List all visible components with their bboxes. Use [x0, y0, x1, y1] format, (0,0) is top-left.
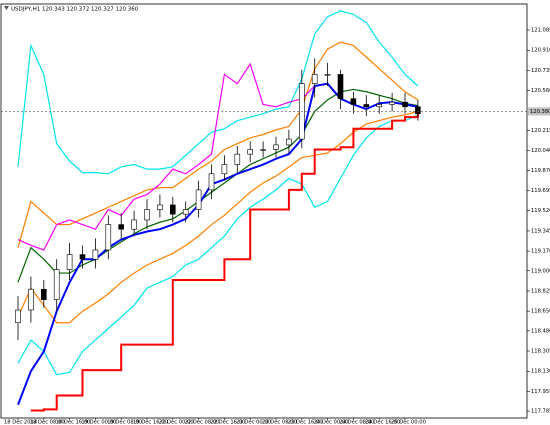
indicator-line [17, 88, 419, 283]
candle-body [79, 254, 86, 260]
candle-body [170, 204, 176, 215]
y-tick-label: 119.870 [531, 168, 550, 174]
y-tick-label: 119.000 [531, 268, 550, 274]
x-tick-label: 23 Dec 08:00 [262, 420, 297, 425]
indicator-line [30, 113, 419, 412]
candle-body [208, 173, 215, 191]
candle-body [182, 209, 189, 215]
candle-body [311, 74, 318, 84]
candle-body [247, 149, 253, 155]
x-tick-label: 22 Dec 08:00 [185, 420, 220, 425]
candle-body [234, 153, 241, 165]
x-tick-label: 24 Dec 16:00 [365, 420, 400, 425]
plot-frame [0, 3, 528, 419]
candle-body [40, 288, 47, 300]
x-tick-label: 18 Dec 08:00 [30, 420, 65, 425]
x-tick-label: 19 Dec 00:00 [81, 420, 116, 425]
y-tick-label: 119.520 [531, 208, 550, 214]
y-tick-label: 118.305 [531, 349, 550, 355]
x-tick-label: 24 Dec 00:00 [314, 420, 349, 425]
candle-body [105, 224, 112, 251]
indicator-line [17, 62, 316, 251]
x-tick-label: 18 Dec 2014 [4, 420, 38, 425]
candle-body [286, 138, 292, 146]
candle-body [273, 144, 279, 150]
x-tick-label: 19 Dec 08:00 [107, 420, 142, 425]
candle-body [195, 189, 202, 210]
y-tick-label: 117.955 [531, 389, 550, 395]
x-tick-label: 22 Dec 16:00 [210, 420, 245, 425]
y-tick-label: 117.785 [531, 409, 550, 415]
y-tick-label: 119.695 [531, 188, 550, 194]
candle-body [376, 104, 383, 108]
candle-body [350, 98, 357, 105]
candle-body [415, 106, 421, 115]
y-tick-label: 120.560 [531, 88, 550, 94]
candle-body [221, 164, 228, 175]
header-icon [4, 6, 9, 10]
candle-body [324, 74, 331, 76]
current-price-box [528, 107, 550, 116]
indicator-line [17, 10, 419, 175]
chart-title: USDJPY,H1 120.343 120.372 120.327 120.36… [11, 7, 139, 13]
y-tick-label: 120.735 [531, 68, 550, 74]
candle-body [66, 254, 73, 270]
y-tick-label: 119.345 [531, 228, 550, 234]
candle-body [144, 209, 150, 221]
current-price-label: 120.380 [530, 109, 550, 115]
y-tick-label: 118.130 [531, 369, 550, 375]
x-tick-label: 18 Dec 16:00 [56, 420, 91, 425]
y-tick-label: 120.910 [531, 48, 550, 54]
y-tick-label: 120.215 [531, 128, 550, 134]
x-tick-label: 23 Dec 16:00 [288, 420, 323, 425]
candle-body [260, 149, 266, 151]
candle-body [363, 104, 370, 108]
indicator-line [17, 41, 419, 248]
indicator-line [17, 114, 419, 376]
candle-body [337, 74, 344, 99]
candle-body [28, 288, 34, 311]
y-tick-label: 119.170 [531, 249, 550, 255]
x-tick-label: 24 Dec 08:00 [339, 420, 374, 425]
candle-body [389, 101, 395, 105]
candle-body [402, 101, 408, 108]
indicator-line [17, 110, 419, 324]
x-tick-label: 25 Dec 00:00 [391, 420, 426, 425]
candle-body [92, 249, 99, 260]
y-tick-label: 118.480 [531, 328, 550, 334]
y-tick-label: 118.825 [531, 288, 550, 294]
y-tick-label: 121.085 [531, 27, 550, 33]
candle-body [118, 224, 124, 230]
y-tick-label: 120.040 [531, 148, 550, 154]
candle-body [157, 204, 163, 210]
x-tick-label: 19 Dec 16:00 [133, 420, 168, 425]
candle-body [53, 269, 60, 300]
x-tick-label: 23 Dec 00:00 [236, 420, 271, 425]
candle-body [15, 309, 21, 324]
y-tick-label: 118.650 [531, 309, 550, 315]
candle-body [131, 219, 137, 230]
x-tick-label: 22 Dec 00:00 [159, 420, 194, 425]
